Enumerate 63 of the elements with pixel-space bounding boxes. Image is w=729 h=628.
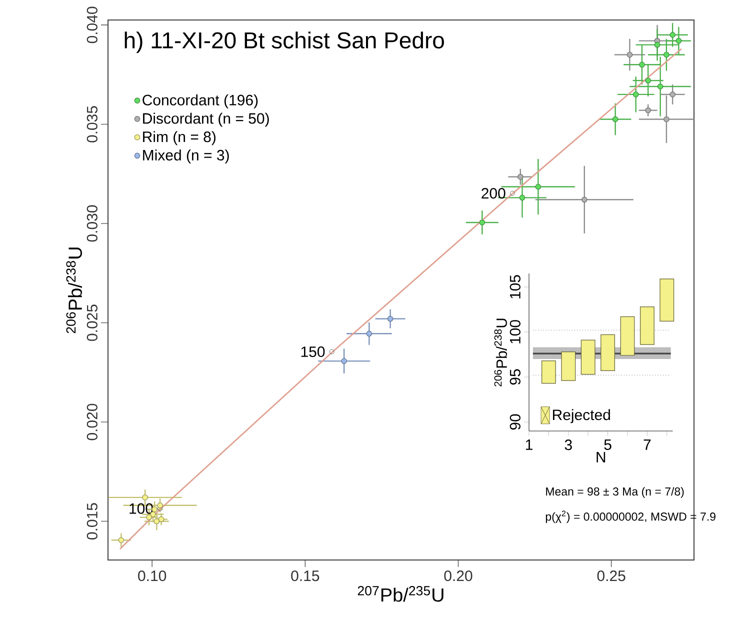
x-tick-label: 0.25 [597, 570, 626, 582]
y-tick-label: 95 [510, 369, 520, 385]
point [535, 184, 542, 190]
x-tick-label: 0.20 [444, 570, 472, 582]
y-axis-title: $^{206}$Pb/$^{238}$U [66, 248, 82, 334]
point [341, 358, 347, 364]
point [142, 494, 148, 500]
annotation: 200 [482, 188, 506, 199]
point [157, 502, 163, 508]
y-tick-label: 90 [510, 414, 520, 430]
annotation: Mean = 98 ± 3 Ma (n = 7/8) [546, 487, 684, 498]
point [670, 92, 676, 98]
x-tick-label: 3 [564, 440, 572, 450]
x-tick-label: 0.10 [138, 570, 166, 582]
x-tick-label: 1 [526, 440, 532, 450]
point [657, 84, 664, 90]
point [158, 516, 164, 522]
point [366, 330, 372, 337]
point [626, 52, 633, 58]
point [670, 32, 676, 38]
annotation: 150 [301, 346, 325, 358]
bar [620, 316, 635, 356]
y-tick-label: 0.040 [86, 6, 98, 44]
x-tick-label: 0.15 [291, 570, 320, 582]
legend-label: Concordant (196) [142, 94, 258, 108]
bar [561, 351, 576, 381]
point [645, 107, 651, 114]
bar [640, 306, 654, 345]
point [676, 38, 682, 44]
point [632, 92, 639, 98]
point [387, 316, 394, 322]
point [639, 62, 645, 68]
y-tick-label: 0.020 [86, 404, 98, 440]
point [518, 174, 524, 180]
y-tick-label: 0.030 [86, 205, 98, 242]
y-tick-label: 0.025 [86, 304, 98, 341]
point [118, 537, 124, 544]
bar [542, 360, 556, 384]
y-axis-title: $^{206}$Pb/$^{238}$U [494, 318, 507, 386]
legend-label: Rejected [552, 409, 610, 424]
y-tick-label: 100 [510, 320, 520, 344]
legend-label: Rim (n = 8) [143, 131, 216, 146]
legend-label: Mixed (n = 3) [143, 150, 229, 164]
y-tick-label: 0.035 [86, 106, 98, 142]
point [645, 78, 651, 84]
x-tick-label: 7 [644, 440, 651, 450]
point [654, 42, 660, 48]
point [479, 220, 486, 226]
y-tick-label: 0.015 [86, 503, 98, 540]
chart-title: h) 11-XI-20 Bt schist San Pedro [124, 32, 444, 54]
point [612, 116, 618, 122]
x-axis-title: $^{207}$Pb/$^{235}$U [358, 586, 444, 602]
x-tick-label: 5 [604, 440, 612, 450]
point [519, 194, 526, 201]
point [664, 52, 670, 58]
bar [600, 334, 615, 371]
bar [660, 278, 674, 322]
point [581, 196, 588, 203]
point [664, 116, 670, 122]
legend-label: Discordant (n = 50) [143, 112, 269, 127]
y-tick-label: 105 [510, 275, 520, 298]
bar [580, 340, 596, 375]
x-axis-title: N [596, 452, 606, 462]
